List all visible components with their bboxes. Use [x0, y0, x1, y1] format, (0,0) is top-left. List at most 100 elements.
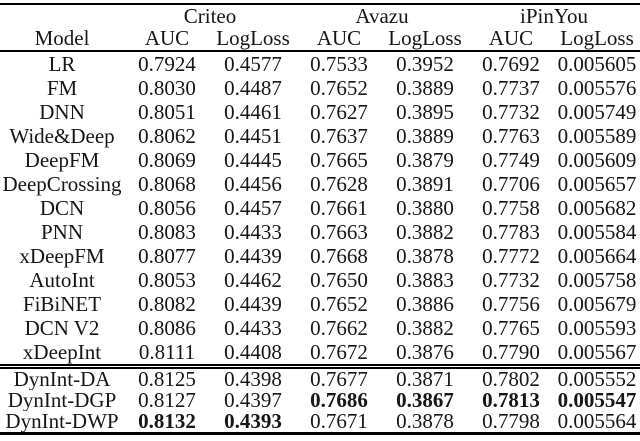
dataset-group-header-row: Criteo Avazu iPinYou — [0, 4, 640, 27]
ipinyou-logloss: 0.005679 — [557, 292, 637, 316]
avazu-auc: 0.7671 — [310, 411, 368, 433]
criteo-logloss: 0.4393 — [224, 411, 282, 433]
table-row: Wide&Deep 0.8062 0.4451 0.7637 0.3889 0.… — [0, 124, 640, 148]
ipinyou-auc: 0.7732 — [482, 268, 540, 292]
criteo-auc: 0.8062 — [138, 124, 196, 148]
avazu-auc-header: AUC — [296, 27, 382, 52]
table-row: DynInt-DGP 0.8127 0.4397 0.7686 0.3867 0… — [0, 390, 640, 411]
criteo-auc: 0.8111 — [138, 340, 196, 364]
criteo-logloss: 0.4439 — [224, 292, 282, 316]
avazu-logloss: 0.3878 — [396, 244, 454, 268]
table-row: FiBiNET 0.8082 0.4439 0.7652 0.3886 0.77… — [0, 292, 640, 316]
ipinyou-logloss: 0.005682 — [557, 196, 637, 220]
avazu-logloss: 0.3891 — [396, 172, 454, 196]
ipinyou-auc: 0.7772 — [482, 244, 540, 268]
ipinyou-auc: 0.7783 — [482, 220, 540, 244]
ipinyou-logloss: 0.005657 — [557, 172, 637, 196]
criteo-logloss: 0.4462 — [224, 268, 282, 292]
criteo-logloss: 0.4433 — [224, 220, 282, 244]
model-name: Wide&Deep — [9, 124, 115, 148]
model-name: LR — [48, 51, 76, 76]
table-row: DCN 0.8056 0.4457 0.7661 0.3880 0.7758 0… — [0, 196, 640, 220]
model-name: DCN — [39, 196, 85, 220]
ipinyou-auc: 0.7756 — [482, 292, 540, 316]
ipinyou-auc: 0.7732 — [482, 100, 540, 124]
table-row: PNN 0.8083 0.4433 0.7663 0.3882 0.7783 0… — [0, 220, 640, 244]
model-name: DynInt-DA — [0, 364, 124, 390]
criteo-logloss: 0.4408 — [224, 340, 282, 364]
ipinyou-logloss: 0.005589 — [557, 124, 637, 148]
avazu-auc: 0.7637 — [310, 124, 368, 148]
criteo-auc: 0.8125 — [124, 364, 210, 390]
ipinyou-auc: 0.7692 — [482, 51, 540, 76]
table-row: xDeepInt 0.8111 0.4408 0.7672 0.3876 0.7… — [0, 340, 640, 367]
criteo-auc: 0.8068 — [138, 172, 196, 196]
avazu-auc: 0.7663 — [310, 220, 368, 244]
avazu-logloss: 0.3889 — [396, 76, 454, 100]
ipinyou-logloss: 0.005593 — [557, 316, 637, 340]
criteo-auc: 0.8082 — [138, 292, 196, 316]
table-row: xDeepFM 0.8077 0.4439 0.7668 0.3878 0.77… — [0, 244, 640, 268]
ipinyou-logloss: 0.005758 — [557, 268, 637, 292]
criteo-auc: 0.7924 — [138, 51, 196, 76]
avazu-auc: 0.7665 — [310, 148, 368, 172]
avazu-logloss: 0.3952 — [396, 51, 454, 76]
criteo-logloss: 0.4451 — [224, 124, 282, 148]
criteo-auc: 0.8083 — [138, 220, 196, 244]
criteo-logloss: 0.4398 — [210, 364, 296, 390]
avazu-logloss: 0.3879 — [396, 148, 454, 172]
ipinyou-auc: 0.7706 — [482, 172, 540, 196]
table-row: DeepCrossing 0.8068 0.4456 0.7628 0.3891… — [0, 172, 640, 196]
criteo-auc: 0.8069 — [138, 148, 196, 172]
ipinyou-logloss: 0.005584 — [557, 220, 637, 244]
avazu-logloss: 0.3889 — [396, 124, 454, 148]
criteo-logloss: 0.4461 — [224, 100, 282, 124]
criteo-auc: 0.8132 — [138, 411, 196, 433]
criteo-logloss: 0.4439 — [224, 244, 282, 268]
ipinyou-auc: 0.7802 — [468, 364, 554, 390]
avazu-auc: 0.7662 — [310, 316, 368, 340]
avazu-logloss: 0.3880 — [396, 196, 454, 220]
ipinyou-logloss: 0.005552 — [554, 364, 640, 390]
table-row: DCN V2 0.8086 0.4433 0.7662 0.3882 0.776… — [0, 316, 640, 340]
table-row: AutoInt 0.8053 0.4462 0.7650 0.3883 0.77… — [0, 268, 640, 292]
ipinyou-logloss-header: LogLoss — [554, 27, 640, 52]
criteo-auc: 0.8077 — [138, 244, 196, 268]
criteo-logloss: 0.4577 — [224, 51, 282, 76]
avazu-auc: 0.7672 — [310, 340, 368, 364]
ipinyou-auc: 0.7790 — [482, 340, 540, 364]
avazu-logloss: 0.3867 — [396, 390, 454, 411]
avazu-auc: 0.7677 — [296, 364, 382, 390]
table-row: DynInt-DA 0.8125 0.4398 0.7677 0.3871 0.… — [0, 364, 640, 390]
ipinyou-auc: 0.7813 — [482, 390, 540, 411]
avazu-auc: 0.7686 — [310, 390, 368, 411]
ipinyou-auc: 0.7758 — [482, 196, 540, 220]
table-row: DeepFM 0.8069 0.4445 0.7665 0.3879 0.774… — [0, 148, 640, 172]
avazu-auc: 0.7627 — [310, 100, 368, 124]
model-name: xDeepFM — [19, 244, 105, 268]
table-header: Criteo Avazu iPinYou Model AUC LogLoss A… — [0, 4, 640, 52]
model-name: DCN V2 — [24, 316, 100, 340]
table-row: DynInt-DWP 0.8132 0.4393 0.7671 0.3878 0… — [0, 411, 640, 434]
criteo-auc: 0.8086 — [138, 316, 196, 340]
model-name: PNN — [40, 220, 83, 244]
model-name: DynInt-DWP — [5, 411, 119, 433]
criteo-auc: 0.8056 — [138, 196, 196, 220]
ipinyou-logloss: 0.005547 — [557, 390, 637, 411]
ipinyou-logloss: 0.005749 — [557, 100, 637, 124]
avazu-logloss: 0.3882 — [396, 220, 454, 244]
dataset-header-ipinyou: iPinYou — [520, 4, 588, 27]
table-row: DNN 0.8051 0.4461 0.7627 0.3895 0.7732 0… — [0, 100, 640, 124]
metric-header-row: Model AUC LogLoss AUC LogLoss AUC LogLos… — [0, 27, 640, 52]
model-name: AutoInt — [29, 268, 95, 292]
table-row: LR 0.7924 0.4577 0.7533 0.3952 0.7692 0.… — [0, 51, 640, 76]
dataset-header-avazu: Avazu — [355, 4, 409, 27]
model-name: FM — [46, 76, 78, 100]
criteo-logloss: 0.4456 — [224, 172, 282, 196]
table-row: FM 0.8030 0.4487 0.7652 0.3889 0.7737 0.… — [0, 76, 640, 100]
dynint-models-section: DynInt-DA 0.8125 0.4398 0.7677 0.3871 0.… — [0, 364, 640, 434]
ipinyou-auc: 0.7763 — [482, 124, 540, 148]
criteo-auc: 0.8127 — [138, 390, 196, 411]
ipinyou-logloss: 0.005576 — [557, 76, 637, 100]
model-name: DeepFM — [24, 148, 100, 172]
